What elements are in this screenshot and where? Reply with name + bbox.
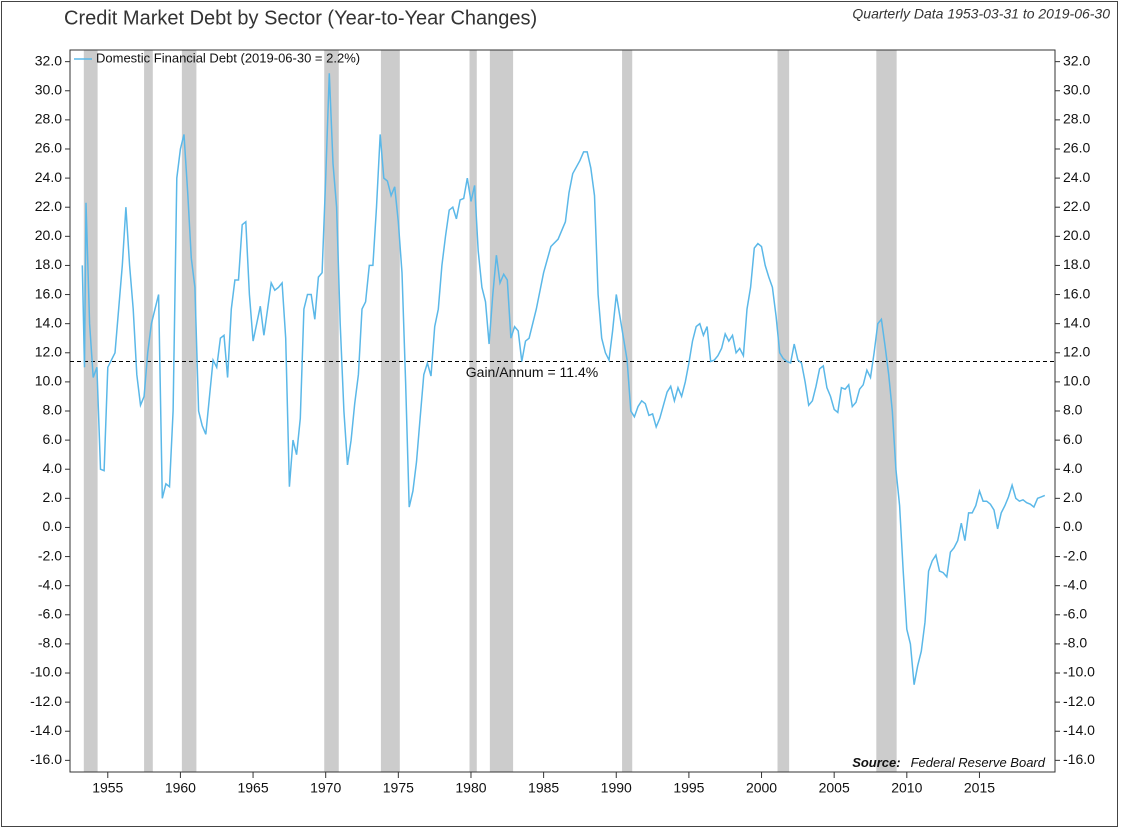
chart-subtitle: Quarterly Data 1953-03-31 to 2019-06-30 <box>852 6 1110 22</box>
y2-tick-label: -16.0 <box>1063 751 1095 767</box>
recession-band <box>622 50 633 772</box>
y-tick-label: 14.0 <box>35 314 62 330</box>
x-tick-label: 1985 <box>528 780 559 796</box>
y-tick-label: 22.0 <box>35 198 62 214</box>
y2-tick-label: -14.0 <box>1063 722 1095 738</box>
y-tick-label: 18.0 <box>35 256 62 272</box>
source-label: Source: <box>852 755 900 770</box>
y-tick-label: 6.0 <box>43 431 63 447</box>
y-tick-label: 8.0 <box>43 402 63 418</box>
recession-band <box>876 50 897 772</box>
y2-tick-label: 0.0 <box>1063 518 1083 534</box>
y-tick-label: 24.0 <box>35 169 62 185</box>
y-tick-label: -8.0 <box>38 635 62 651</box>
y-tick-label: -4.0 <box>38 576 62 592</box>
y-tick-label: -12.0 <box>30 693 62 709</box>
y2-tick-label: -6.0 <box>1063 605 1087 621</box>
y-tick-label: -2.0 <box>38 547 62 563</box>
y2-tick-label: -10.0 <box>1063 664 1095 680</box>
y-tick-label: 30.0 <box>35 81 62 97</box>
y2-tick-label: 6.0 <box>1063 431 1083 447</box>
x-tick-label: 2000 <box>746 780 777 796</box>
y2-tick-label: -8.0 <box>1063 635 1087 651</box>
y-tick-label: 16.0 <box>35 285 62 301</box>
x-tick-label: 1980 <box>455 780 486 796</box>
x-tick-label: 1965 <box>237 780 268 796</box>
recession-band <box>489 50 514 772</box>
y2-tick-label: 12.0 <box>1063 343 1090 359</box>
reference-label: Gain/Annum = 11.4% <box>466 364 598 380</box>
y2-tick-label: 8.0 <box>1063 402 1083 418</box>
y2-tick-label: 30.0 <box>1063 81 1090 97</box>
x-tick-label: 1970 <box>310 780 341 796</box>
y2-tick-label: 10.0 <box>1063 373 1090 389</box>
y2-tick-label: 14.0 <box>1063 314 1090 330</box>
legend-label: Domestic Financial Debt (2019-06-30 = 2.… <box>96 50 360 65</box>
y2-tick-label: -2.0 <box>1063 547 1087 563</box>
x-tick-label: 1995 <box>673 780 704 796</box>
y-tick-label: 12.0 <box>35 343 62 359</box>
y-tick-label: 0.0 <box>43 518 63 534</box>
y-tick-label: 4.0 <box>43 460 63 476</box>
series-line <box>81 73 1046 685</box>
x-tick-label: 1955 <box>92 780 123 796</box>
chart-title: Credit Market Debt by Sector (Year-to-Ye… <box>64 7 537 29</box>
y2-tick-label: 20.0 <box>1063 227 1090 243</box>
y-tick-label: 20.0 <box>35 227 62 243</box>
y-tick-label: 28.0 <box>35 111 62 127</box>
recession-band <box>380 50 400 772</box>
y-tick-label: -14.0 <box>30 722 62 738</box>
x-tick-label: 1975 <box>383 780 414 796</box>
x-tick-label: 1990 <box>601 780 632 796</box>
y2-tick-label: 26.0 <box>1063 140 1090 156</box>
y-tick-label: 10.0 <box>35 373 62 389</box>
source: Source: Federal Reserve Board <box>852 755 1046 770</box>
recession-band <box>324 50 339 772</box>
recession-band <box>83 50 98 772</box>
y-tick-label: -6.0 <box>38 605 62 621</box>
y2-tick-label: 16.0 <box>1063 285 1090 301</box>
y2-tick-label: -12.0 <box>1063 693 1095 709</box>
source-text: Federal Reserve Board <box>911 755 1046 770</box>
y-tick-label: 32.0 <box>35 52 62 68</box>
y2-tick-label: 32.0 <box>1063 52 1090 68</box>
x-tick-label: 2005 <box>819 780 850 796</box>
recession-band <box>144 50 153 772</box>
recession-band <box>777 50 790 772</box>
recession-band <box>181 50 197 772</box>
y2-tick-label: -4.0 <box>1063 576 1087 592</box>
y2-tick-label: 28.0 <box>1063 111 1090 127</box>
y2-tick-label: 22.0 <box>1063 198 1090 214</box>
y-tick-label: -16.0 <box>30 751 62 767</box>
y2-tick-label: 24.0 <box>1063 169 1090 185</box>
y2-tick-label: 2.0 <box>1063 489 1083 505</box>
y-tick-label: 2.0 <box>43 489 63 505</box>
y2-tick-label: 4.0 <box>1063 460 1083 476</box>
recession-band <box>469 50 477 772</box>
y-tick-label: -10.0 <box>30 664 62 680</box>
x-tick-label: 2015 <box>964 780 995 796</box>
y2-tick-label: 18.0 <box>1063 256 1090 272</box>
x-tick-label: 2010 <box>891 780 922 796</box>
y-tick-label: 26.0 <box>35 140 62 156</box>
x-tick-label: 1960 <box>165 780 196 796</box>
